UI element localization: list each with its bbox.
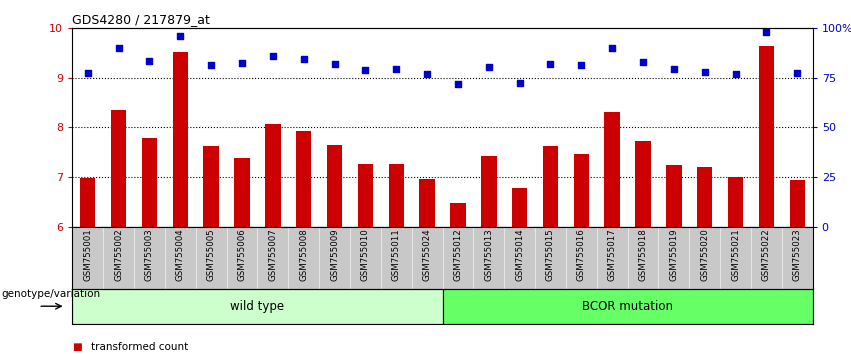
Point xyxy=(235,60,248,66)
Bar xyxy=(790,181,805,227)
Text: GSM755023: GSM755023 xyxy=(793,228,802,281)
Point xyxy=(760,29,774,35)
Bar xyxy=(697,167,712,227)
Text: GDS4280 / 217879_at: GDS4280 / 217879_at xyxy=(72,13,210,26)
Text: GSM755001: GSM755001 xyxy=(83,228,92,281)
Text: GSM755017: GSM755017 xyxy=(608,228,617,281)
Point xyxy=(574,63,588,68)
Point xyxy=(728,71,742,77)
Text: GSM755002: GSM755002 xyxy=(114,228,123,281)
Bar xyxy=(543,146,558,227)
Bar xyxy=(728,177,743,227)
Bar xyxy=(443,289,813,324)
Bar xyxy=(142,138,157,227)
Point xyxy=(297,56,311,62)
Text: GSM755011: GSM755011 xyxy=(391,228,401,281)
Point xyxy=(143,58,157,63)
Bar xyxy=(604,112,620,227)
Text: GSM755012: GSM755012 xyxy=(454,228,462,281)
Point xyxy=(698,69,711,75)
Point xyxy=(81,70,94,76)
Bar xyxy=(450,203,465,227)
Text: GSM755004: GSM755004 xyxy=(176,228,185,281)
Text: GSM755018: GSM755018 xyxy=(638,228,648,281)
Text: transformed count: transformed count xyxy=(91,342,188,352)
Text: GSM755010: GSM755010 xyxy=(361,228,370,281)
Bar xyxy=(111,110,126,227)
Text: GSM755014: GSM755014 xyxy=(515,228,524,281)
Text: genotype/variation: genotype/variation xyxy=(2,289,100,299)
Bar xyxy=(420,179,435,227)
Point xyxy=(605,45,619,51)
Text: GSM755024: GSM755024 xyxy=(423,228,431,281)
Bar xyxy=(389,164,404,227)
Point xyxy=(667,66,681,72)
Bar xyxy=(512,188,528,227)
Bar xyxy=(327,145,342,227)
Point xyxy=(544,61,557,67)
Point xyxy=(420,71,434,77)
Bar xyxy=(666,165,682,227)
Text: GSM755003: GSM755003 xyxy=(145,228,154,281)
Point xyxy=(451,81,465,87)
Bar xyxy=(80,178,95,227)
Bar xyxy=(296,131,311,227)
Bar xyxy=(203,146,219,227)
Point xyxy=(111,45,125,51)
Text: ■: ■ xyxy=(72,342,82,352)
Text: GSM755019: GSM755019 xyxy=(670,228,678,281)
Bar xyxy=(72,289,443,324)
Point xyxy=(174,33,187,39)
Text: BCOR mutation: BCOR mutation xyxy=(582,300,673,313)
Point xyxy=(266,53,280,58)
Bar xyxy=(234,158,249,227)
Bar xyxy=(759,46,774,227)
Text: GSM755005: GSM755005 xyxy=(207,228,215,281)
Bar xyxy=(574,154,589,227)
Point xyxy=(204,63,218,68)
Bar xyxy=(481,156,496,227)
Text: GSM755015: GSM755015 xyxy=(546,228,555,281)
Text: GSM755013: GSM755013 xyxy=(484,228,494,281)
Bar xyxy=(173,52,188,227)
Text: GSM755009: GSM755009 xyxy=(330,228,339,281)
Bar xyxy=(266,124,281,227)
Point xyxy=(482,64,495,70)
Point xyxy=(328,61,341,67)
Point xyxy=(637,59,650,65)
Bar xyxy=(636,141,651,227)
Point xyxy=(358,68,372,73)
Bar xyxy=(357,164,373,227)
Text: GSM755006: GSM755006 xyxy=(237,228,247,281)
Point xyxy=(390,66,403,72)
Text: GSM755007: GSM755007 xyxy=(268,228,277,281)
Text: wild type: wild type xyxy=(231,300,284,313)
Text: GSM755021: GSM755021 xyxy=(731,228,740,281)
Text: GSM755022: GSM755022 xyxy=(762,228,771,281)
Point xyxy=(791,70,804,76)
Text: GSM755016: GSM755016 xyxy=(577,228,585,281)
Point xyxy=(513,80,527,86)
Text: GSM755020: GSM755020 xyxy=(700,228,709,281)
Text: GSM755008: GSM755008 xyxy=(300,228,308,281)
